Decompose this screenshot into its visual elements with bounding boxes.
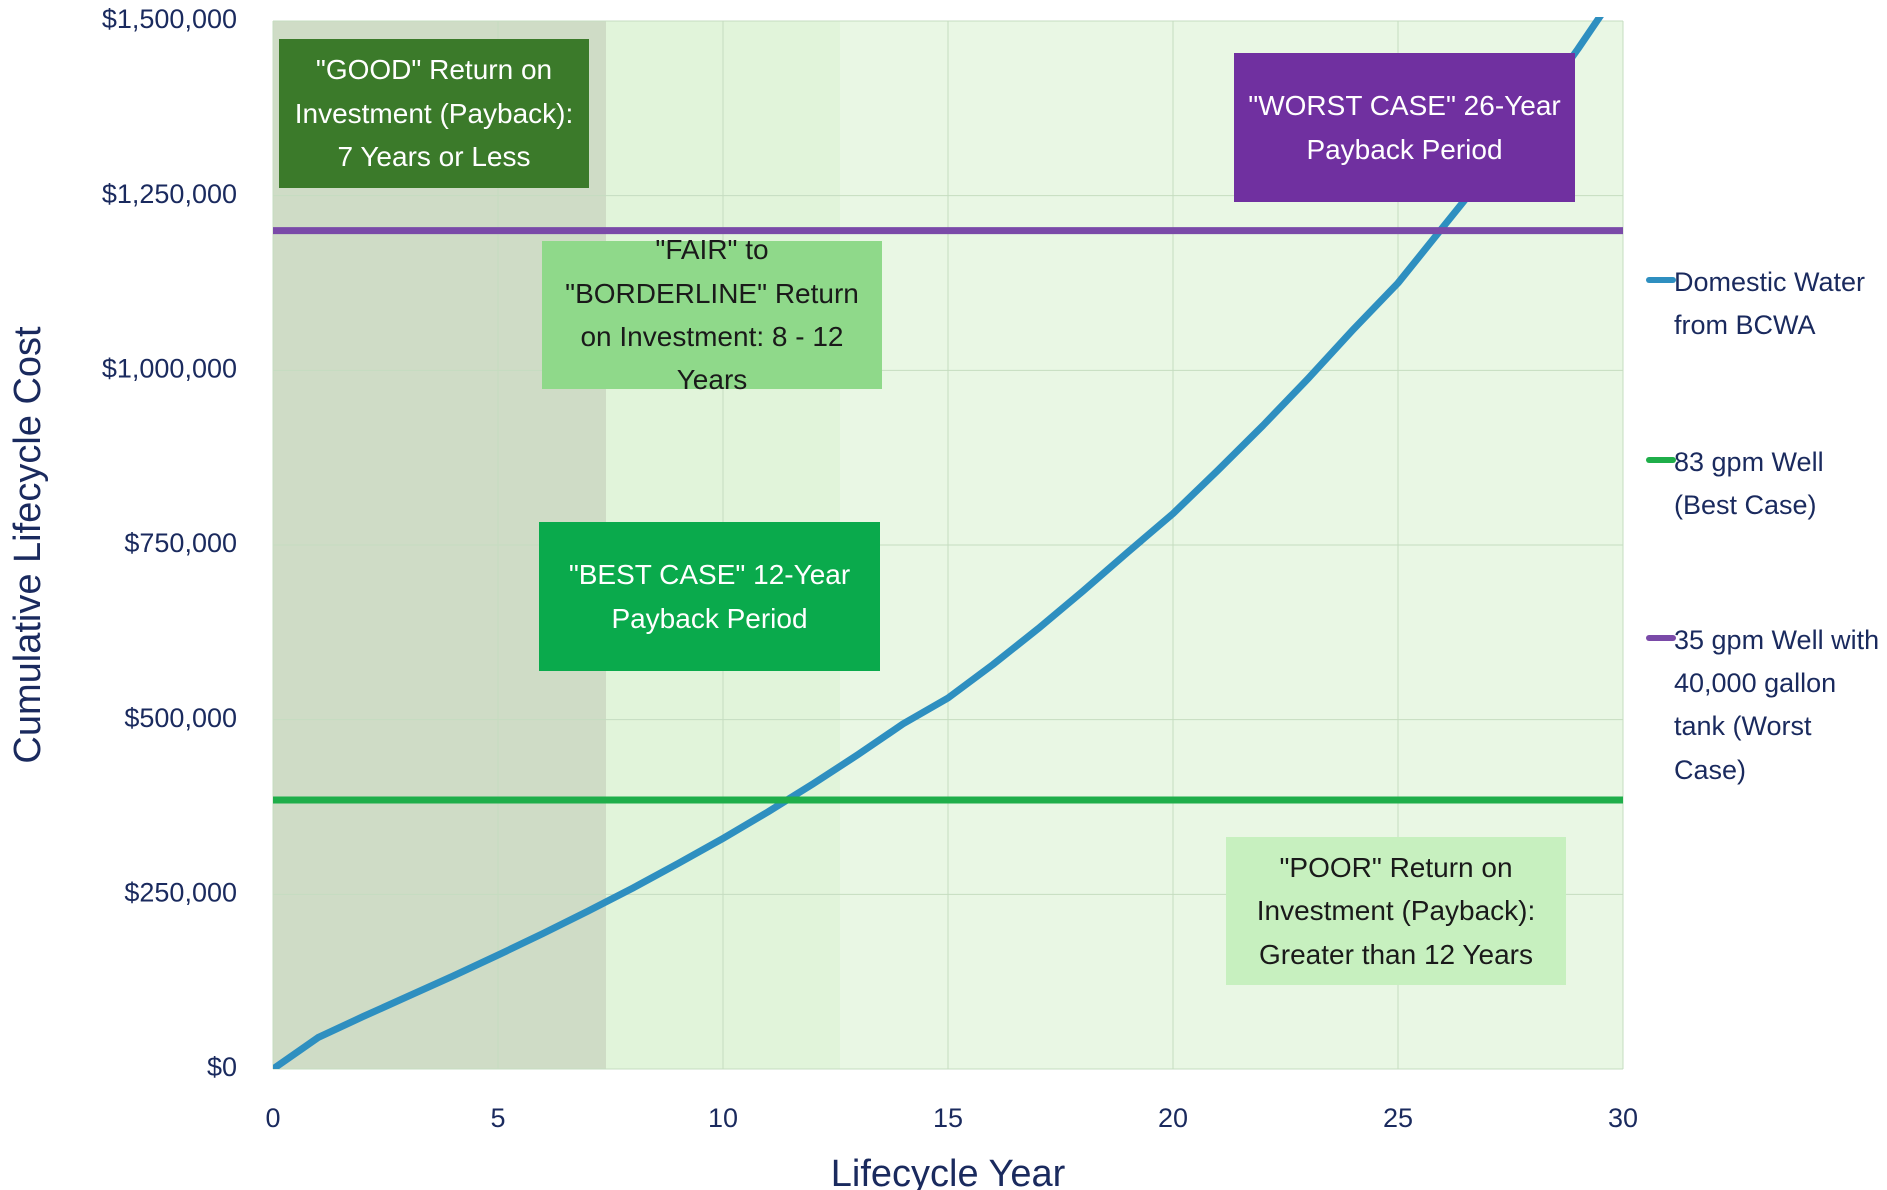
legend-swatch: [1646, 277, 1676, 283]
series-line: [273, 17, 1604, 1069]
x-axis-title: Lifecycle Year: [831, 1153, 1066, 1190]
legend-label: 35 gpm Well with 40,000 gallon tank (Wor…: [1674, 625, 1880, 785]
x-tick-label: 20: [1158, 1103, 1188, 1133]
y-tick-label: $250,000: [124, 877, 237, 907]
annotation: "WORST CASE" 26-Year Payback Period: [1234, 53, 1575, 202]
y-tick-label: $1,000,000: [102, 353, 237, 383]
x-tick-label: 25: [1383, 1103, 1413, 1133]
y-tick-label: $1,250,000: [102, 179, 237, 209]
y-tick-label: $500,000: [124, 703, 237, 733]
x-tick-label: 0: [265, 1103, 280, 1133]
y-tick-label: $1,500,000: [102, 4, 237, 34]
annotation: "POOR" Return on Investment (Payback): G…: [1226, 837, 1566, 985]
x-tick-label: 10: [708, 1103, 738, 1133]
annotation: "GOOD" Return on Investment (Payback): 7…: [279, 39, 589, 188]
y-tick-label: $750,000: [124, 528, 237, 558]
legend-swatch: [1646, 635, 1676, 641]
legend-swatch: [1646, 457, 1676, 463]
legend-label: Domestic Water from BCWA: [1674, 267, 1866, 341]
annotation: "FAIR" to "BORDERLINE" Return on Investm…: [542, 234, 882, 395]
x-tick-label: 30: [1608, 1103, 1638, 1133]
x-tick-label: 15: [933, 1103, 963, 1133]
y-axis-title: Cumulative Lifecycle Cost: [7, 326, 49, 764]
x-tick-label: 5: [490, 1103, 505, 1133]
annotation: "BEST CASE" 12-Year Payback Period: [539, 522, 880, 671]
y-tick-label: $0: [207, 1052, 237, 1082]
legend-label: 83 gpm Well (Best Case): [1674, 447, 1824, 521]
